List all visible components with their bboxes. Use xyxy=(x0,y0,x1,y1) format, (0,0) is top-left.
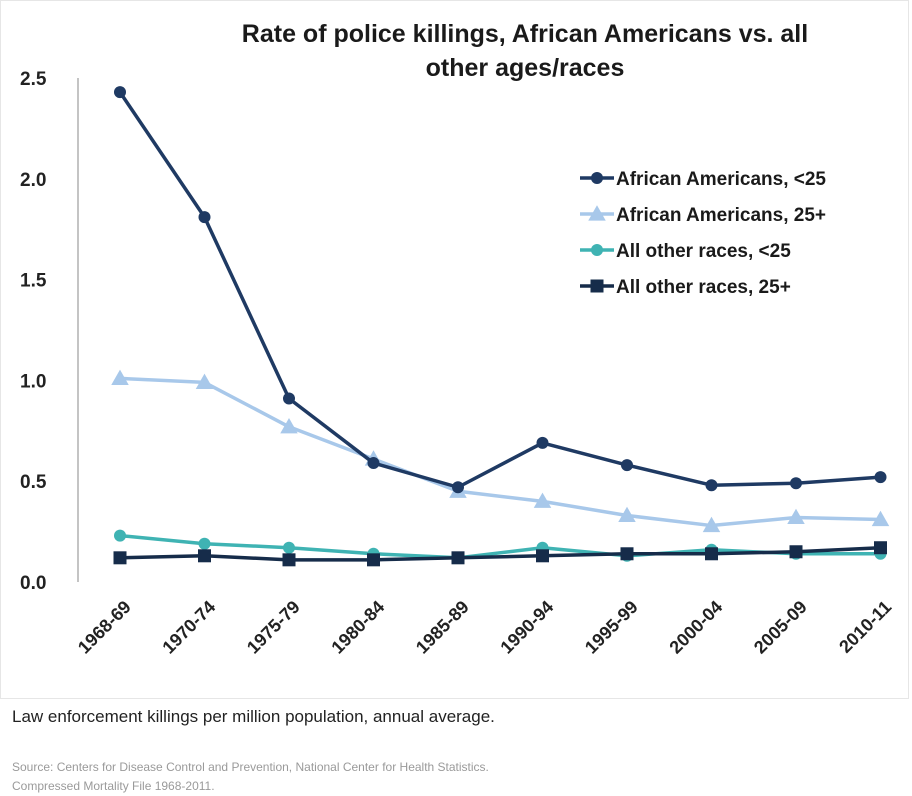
y-tick-label: 0.5 xyxy=(20,472,47,493)
data-point xyxy=(702,516,721,533)
x-tick-label: 2010-11 xyxy=(835,597,895,657)
legend-label: African Americans, <25 xyxy=(616,169,826,190)
y-tick-label: 1.5 xyxy=(20,271,47,292)
x-tick-label: 1980-84 xyxy=(327,597,388,658)
x-tick-label: 1975-79 xyxy=(243,597,304,658)
series-line xyxy=(118,91,881,489)
data-point xyxy=(198,549,211,563)
series-line xyxy=(119,376,881,528)
legend-item: All other races, <25 xyxy=(580,241,791,262)
data-point xyxy=(451,551,465,565)
x-tick-label: 1990-94 xyxy=(496,597,557,658)
data-point xyxy=(621,459,633,472)
legend-label: African Americans, 25+ xyxy=(616,205,826,226)
data-point xyxy=(282,553,296,567)
series-layer xyxy=(111,86,890,567)
x-tick-label: 1968-69 xyxy=(74,597,135,658)
y-tick-label: 1.0 xyxy=(20,371,46,392)
series-line xyxy=(119,533,881,560)
legend-marker xyxy=(588,205,606,221)
chart-caption: Law enforcement killings per million pop… xyxy=(12,707,495,726)
data-point xyxy=(452,481,464,494)
y-tick-label: 0.0 xyxy=(20,573,46,594)
data-point xyxy=(198,211,211,224)
legend-marker xyxy=(591,244,603,256)
legend: African Americans, <25 African Americans,… xyxy=(580,169,826,298)
data-point xyxy=(620,547,634,561)
source-note: Source: Centers for Disease Control and … xyxy=(12,758,489,796)
y-tick-label: 2.5 xyxy=(20,69,47,90)
data-point xyxy=(283,392,295,405)
data-point xyxy=(114,529,126,542)
data-point xyxy=(705,479,718,492)
data-point xyxy=(113,551,127,565)
data-point xyxy=(874,471,887,484)
x-axis-ticks: 1968-69 1970-74 1975-79 1980-84 1985-89 1990-… xyxy=(74,597,895,658)
x-tick-label: 1985-89 xyxy=(412,597,473,658)
y-axis-ticks: 0.0 0.5 1.0 1.5 2.0 2.5 xyxy=(20,69,47,594)
legend-item: African Americans, <25 xyxy=(580,169,826,190)
series-1 xyxy=(114,86,887,494)
data-point xyxy=(198,537,211,550)
source-line-2: Compressed Mortality File 1968-2011. xyxy=(12,779,215,793)
data-point xyxy=(111,369,129,385)
series-4 xyxy=(113,541,887,567)
x-tick-label: 2000-04 xyxy=(665,597,726,658)
data-point xyxy=(536,549,549,563)
data-point xyxy=(280,418,298,434)
x-tick-label: 1970-74 xyxy=(158,597,219,658)
legend-marker xyxy=(591,172,603,184)
data-point xyxy=(871,510,890,527)
x-tick-label: 1995-99 xyxy=(581,597,642,658)
data-point xyxy=(114,86,126,99)
y-tick-label: 2.0 xyxy=(20,170,46,191)
data-point xyxy=(367,553,380,567)
legend-label: All other races, <25 xyxy=(616,241,791,262)
chart-border xyxy=(0,0,909,699)
data-point xyxy=(705,547,718,561)
data-point xyxy=(283,541,295,554)
data-point xyxy=(790,477,802,490)
data-point xyxy=(536,436,549,449)
data-point xyxy=(533,492,552,508)
legend-item: All other races, 25+ xyxy=(580,277,791,298)
series-2 xyxy=(111,369,890,533)
chart-title-line-1: Rate of police killings, African America… xyxy=(242,20,808,48)
legend-label: All other races, 25+ xyxy=(616,277,791,298)
data-point xyxy=(367,457,380,470)
data-point xyxy=(789,545,803,559)
line-chart: Rate of police killings, African America… xyxy=(0,0,909,699)
data-point xyxy=(874,541,887,555)
data-point xyxy=(195,373,214,389)
source-line-1: Source: Centers for Disease Control and … xyxy=(12,760,489,774)
chart-title-line-2: other ages/races xyxy=(426,54,625,82)
legend-marker xyxy=(590,279,604,293)
series-line xyxy=(119,545,881,562)
chart-frame: Rate of police killings, African America… xyxy=(0,0,909,699)
x-tick-label: 2005-09 xyxy=(750,597,811,658)
data-point xyxy=(618,506,636,523)
data-point xyxy=(787,508,805,525)
legend-item: African Americans, 25+ xyxy=(580,205,826,226)
